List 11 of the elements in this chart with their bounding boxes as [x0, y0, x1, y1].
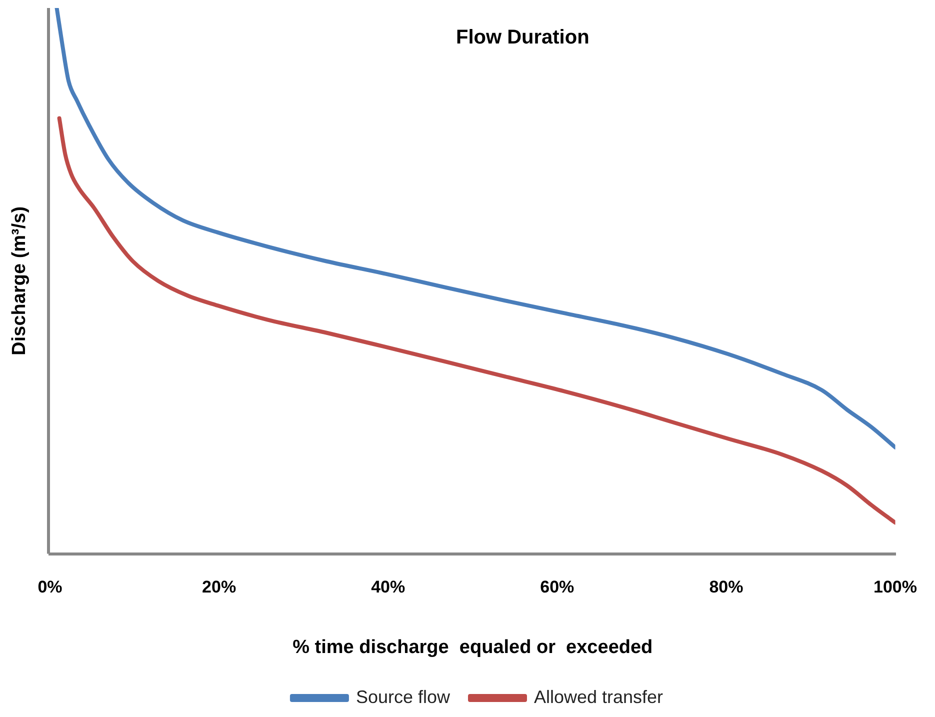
- y-axis-title: Discharge (m³/s): [9, 206, 30, 356]
- text: Flow Duration: [456, 26, 590, 49]
- x-tick-label: 40%: [371, 578, 406, 597]
- x-tick-label: 60%: [540, 578, 574, 597]
- x-tick-label: 100%: [874, 578, 917, 597]
- x-tick-label: 80%: [709, 578, 744, 597]
- x-tick-label: 0%: [38, 578, 62, 597]
- x-tick-label: 20%: [202, 578, 236, 597]
- legend-label: Source flow: [356, 686, 451, 707]
- legend-label: Allowed transfer: [534, 686, 664, 707]
- x-axis-title: % time discharge equaled or exceeded: [292, 636, 653, 658]
